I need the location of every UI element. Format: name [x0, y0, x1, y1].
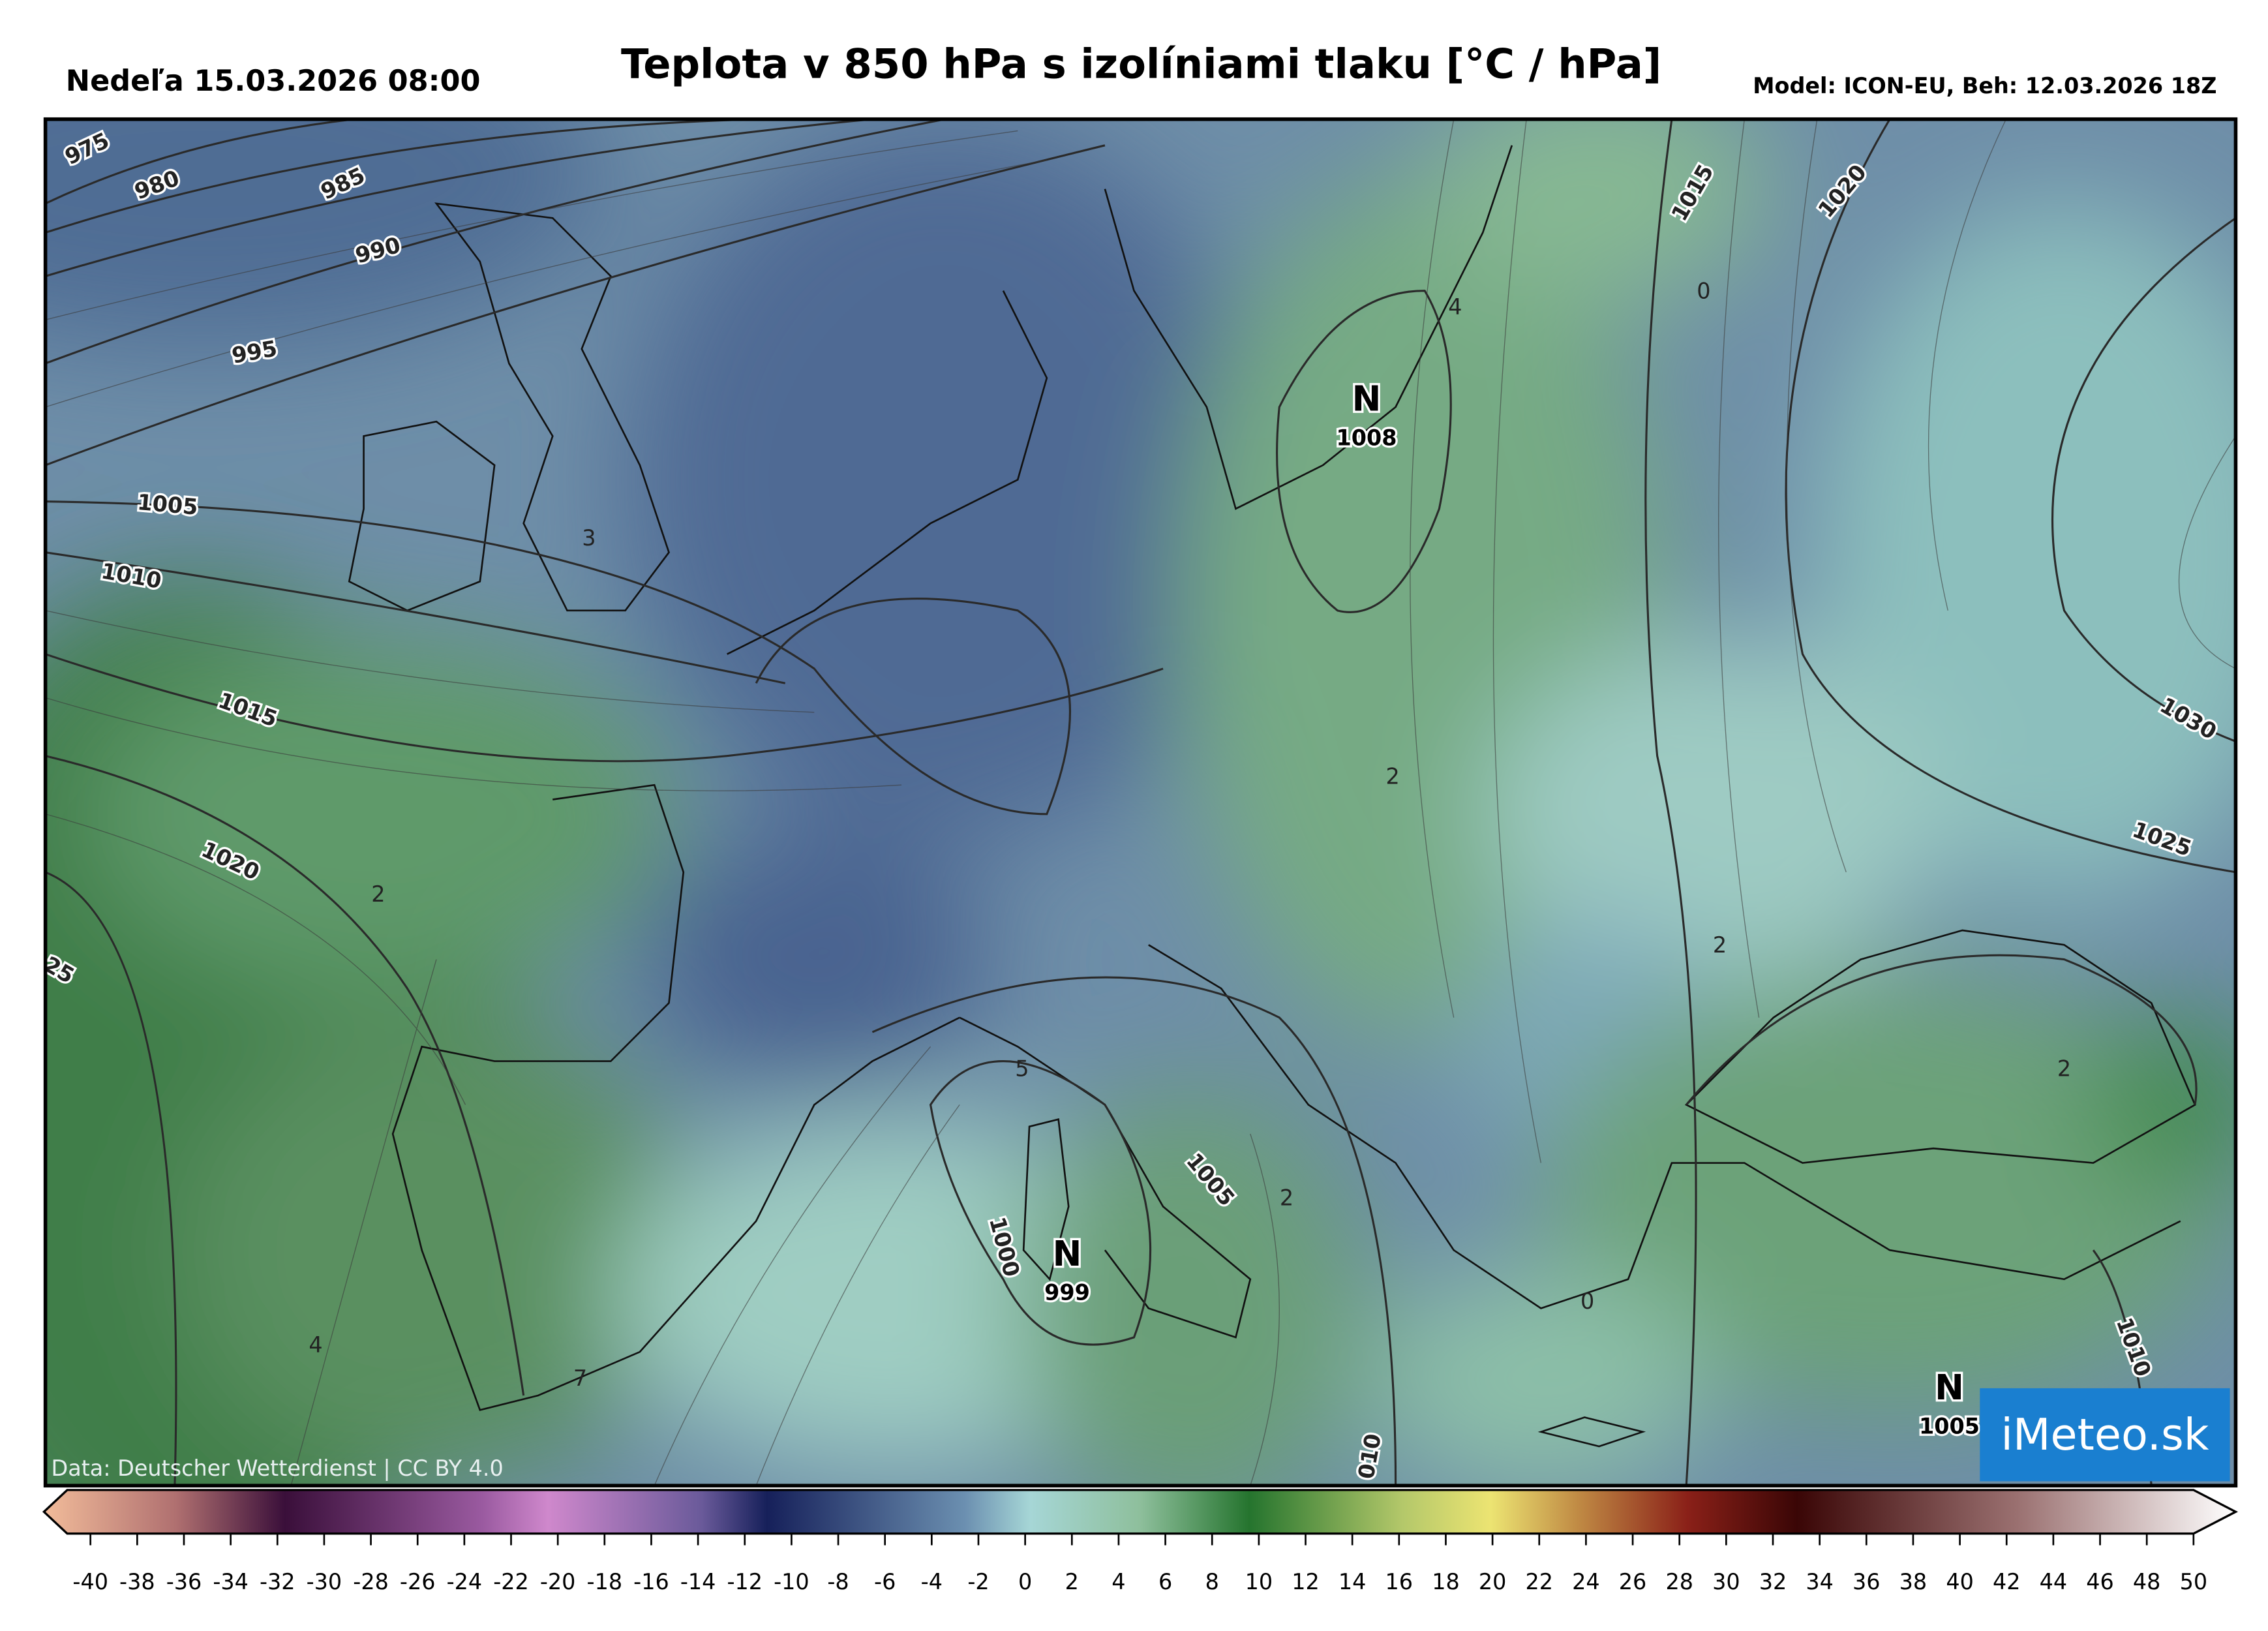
- colorbar-tick-label: -34: [213, 1569, 249, 1594]
- colorbar-tick-label: 18: [1432, 1569, 1460, 1594]
- colorbar-tick-label: -36: [166, 1569, 202, 1594]
- temperature-label: 2: [371, 881, 385, 907]
- colorbar-tick-label: 14: [1338, 1569, 1367, 1594]
- colorbar-tick-label: 20: [1479, 1569, 1507, 1594]
- colorbar-tick-label: -20: [540, 1569, 576, 1594]
- colorbar-tick-label: -24: [447, 1569, 483, 1594]
- temperature-label: 2: [2057, 1056, 2071, 1081]
- colorbar-tick-label: -26: [400, 1569, 436, 1594]
- colorbar-tick-label: 4: [1111, 1569, 1125, 1594]
- colorbar-tick-label: 50: [2180, 1569, 2208, 1594]
- temperature-label: 2: [1385, 764, 1399, 789]
- colorbar-tick-label: -4: [921, 1569, 943, 1594]
- colorbar-tick-label: 30: [1712, 1569, 1740, 1594]
- colorbar: -40 -38 -36 -34 -32 -30 -28 -26 -24 -22 -20 -18 -16-…: [42, 1489, 2239, 1594]
- colorbar-tick-label: -40: [72, 1569, 108, 1594]
- isobar-label: 1005: [136, 489, 199, 520]
- pressure-center-value: 1008: [1337, 425, 1397, 450]
- colorbar-tick-label: -14: [680, 1569, 716, 1594]
- colorbar-tick-label: 42: [1993, 1569, 2021, 1594]
- colorbar-tick-label: 44: [2040, 1569, 2068, 1594]
- colorbar-tick-label: 48: [2133, 1569, 2161, 1594]
- colorbar-tick-label: 38: [1899, 1569, 1928, 1594]
- logo[interactable]: iMeteo.sk: [2001, 1409, 2209, 1460]
- temperature-label: 5: [1015, 1056, 1029, 1081]
- colorbar-tick-label: -38: [119, 1569, 155, 1594]
- colorbar-tick-label: -2: [967, 1569, 989, 1594]
- colorbar-tick-label: 36: [1852, 1569, 1881, 1594]
- colorbar-tick-label: -12: [727, 1569, 763, 1594]
- temperature-label: 4: [1448, 294, 1462, 320]
- map-title: Teplota v 850 hPa s izolíniami tlaku [°C…: [621, 40, 1661, 88]
- date-label: Nedeľa 15.03.2026 08:00: [66, 64, 481, 98]
- logo-box[interactable]: [1980, 1388, 2230, 1482]
- colorbar-tick-label: -18: [587, 1569, 623, 1594]
- colorbar-tick-label: 12: [1292, 1569, 1320, 1594]
- temperature-label: 0: [1580, 1288, 1594, 1314]
- colorbar-tick-label: 10: [1245, 1569, 1273, 1594]
- temperature-label: 4: [309, 1332, 322, 1358]
- pressure-center-value: 999: [1044, 1280, 1090, 1305]
- colorbar-strip: [42, 1489, 2239, 1535]
- colorbar-tick-label: -28: [353, 1569, 389, 1594]
- pressure-center-symbol: N: [1053, 1233, 1082, 1274]
- temperature-label: 0: [1697, 278, 1710, 303]
- colorbar-tick-label: 8: [1205, 1569, 1219, 1594]
- colorbar-tick-label: 6: [1158, 1569, 1172, 1594]
- model-label: Model: ICON-EU, Beh: 12.03.2026 18Z: [1753, 73, 2216, 99]
- colorbar-tick-label: -16: [633, 1569, 669, 1594]
- temperature-label: 3: [582, 525, 596, 551]
- colorbar-tick-label: -6: [874, 1569, 896, 1594]
- map-frame: [43, 117, 2238, 1487]
- colorbar-tick-label: 40: [1946, 1569, 1974, 1594]
- colorbar-tick-label: -30: [307, 1569, 342, 1594]
- colorbar-tick-label: -22: [493, 1569, 529, 1594]
- temperature-label: 7: [573, 1365, 587, 1391]
- temperature-label: 2: [1713, 932, 1727, 958]
- credit: Data: Deutscher Wetterdienst | CC BY 4.0: [52, 1456, 504, 1481]
- pressure-center-symbol: N: [1352, 378, 1382, 419]
- header: Nedeľa 15.03.2026 08:00 Teplota v 850 hP…: [66, 40, 2217, 99]
- colorbar-tick-label: -32: [260, 1569, 295, 1594]
- colorbar-tick-label: 28: [1665, 1569, 1693, 1594]
- colorbar-tick-label: 22: [1526, 1569, 1554, 1594]
- colorbar-tick-label: 2: [1065, 1569, 1079, 1594]
- temperature-label: 2: [1280, 1185, 1293, 1211]
- colorbar-tick-label: 0: [1018, 1569, 1032, 1594]
- colorbar-tick-label: -10: [774, 1569, 809, 1594]
- colorbar-tick-label: -8: [827, 1569, 849, 1594]
- coastlines: [348, 145, 2196, 1448]
- colorbar-tick-label: 46: [2086, 1569, 2114, 1594]
- colorbar-tick-label: 26: [1619, 1569, 1647, 1594]
- colorbar-tick-label: 16: [1385, 1569, 1414, 1594]
- colorbar-tick-label: 34: [1806, 1569, 1834, 1594]
- colorbar-tick-label: 24: [1572, 1569, 1600, 1594]
- pressure-center-value: 1005: [1919, 1414, 1980, 1439]
- pressure-center-symbol: N: [1935, 1367, 1964, 1408]
- colorbar-tick-label: 32: [1759, 1569, 1787, 1594]
- isobars: [45, 119, 2236, 1486]
